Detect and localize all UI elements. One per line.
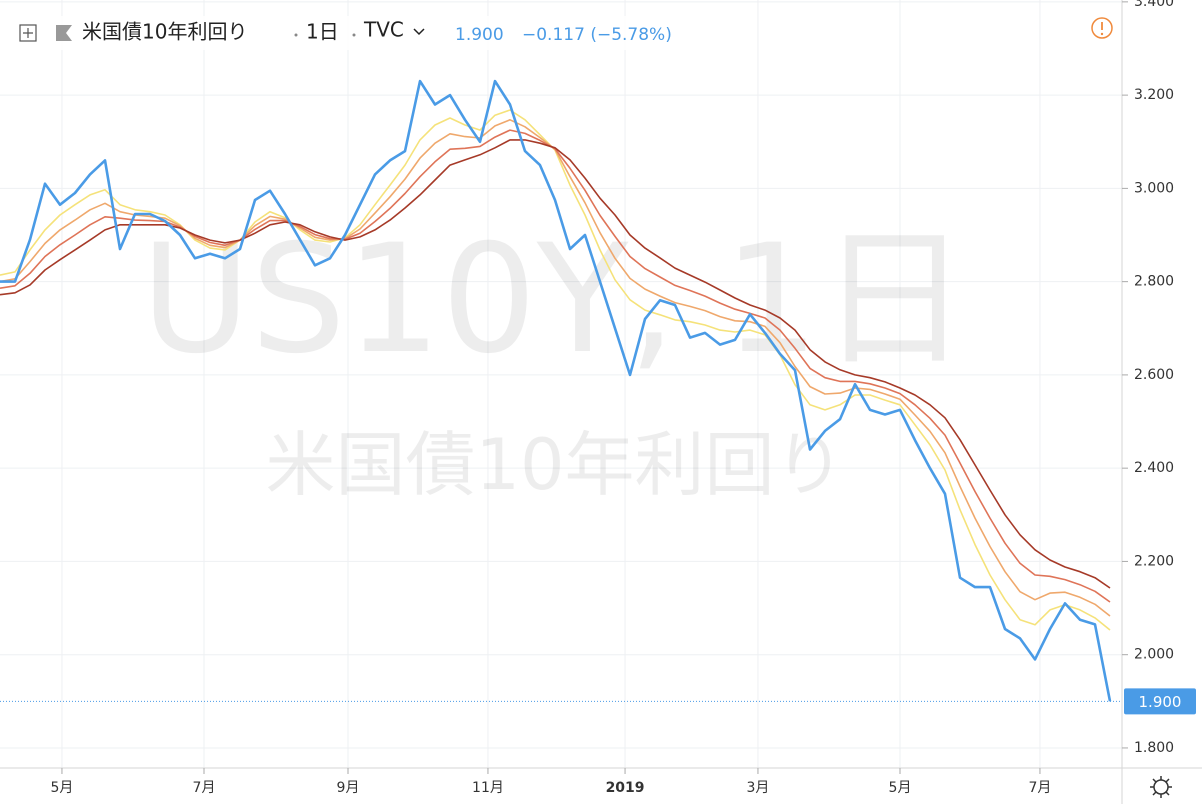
x-tick-label: 9月 bbox=[337, 780, 360, 796]
x-tick-label: 11月 bbox=[472, 780, 504, 796]
alert-icon[interactable] bbox=[1091, 17, 1113, 39]
interval: 1日 bbox=[306, 20, 339, 44]
y-tick-label: 2.000 bbox=[1134, 647, 1174, 663]
settings-icon[interactable] bbox=[1150, 776, 1172, 798]
y-tick-label: 3.400 bbox=[1134, 0, 1174, 10]
x-tick-label: 5月 bbox=[50, 780, 73, 796]
y-tick-label: 1.800 bbox=[1134, 740, 1174, 756]
plot bbox=[0, 79, 1122, 702]
symbol-title: 米国債10年利回り bbox=[82, 20, 247, 44]
expand-icon-cross bbox=[23, 28, 33, 38]
last-price-tag bbox=[1124, 688, 1196, 715]
series-line bbox=[0, 79, 1112, 702]
flag-icon[interactable] bbox=[56, 25, 72, 41]
y-tick-label: 2.200 bbox=[1134, 553, 1174, 569]
dropdown-icon[interactable] bbox=[413, 28, 425, 36]
y-tick-label: 2.600 bbox=[1134, 367, 1174, 383]
x-tick-label: 7月 bbox=[193, 780, 216, 796]
watermark-subtitle: 米国債10年利回り bbox=[265, 424, 844, 506]
source[interactable]: TVC bbox=[363, 18, 404, 42]
expand-icon[interactable] bbox=[19, 24, 37, 42]
y-tick-label: 2.800 bbox=[1134, 274, 1174, 290]
x-tick-label: 2019 bbox=[606, 780, 645, 796]
change: −0.117 (−5.78%) bbox=[522, 25, 672, 45]
watermark: US10Y, 1日 bbox=[141, 213, 969, 387]
x-tick-label: 3月 bbox=[746, 780, 769, 796]
settings-teeth bbox=[1150, 776, 1172, 798]
header-bg bbox=[0, 16, 690, 50]
last-price-label: 1.900 bbox=[1139, 693, 1182, 711]
last-value: 1.900 bbox=[455, 25, 504, 45]
series-line bbox=[0, 139, 1111, 589]
y-tick-label: 2.400 bbox=[1134, 460, 1174, 476]
separator bbox=[352, 33, 356, 37]
y-tick-label: 3.200 bbox=[1134, 87, 1174, 103]
settings-gear bbox=[1153, 779, 1169, 795]
axes: 1.800 2.000 2.200 2.400 2.600 2.800 3.000 3.200… bbox=[50, 0, 1196, 796]
x-tick-label: 5月 bbox=[889, 780, 912, 796]
x-tick-label: 7月 bbox=[1028, 780, 1051, 796]
separator bbox=[294, 33, 298, 37]
y-tick-label: 3.000 bbox=[1134, 180, 1174, 196]
grid bbox=[0, 0, 1122, 768]
alert-icon-dot bbox=[1100, 32, 1104, 36]
